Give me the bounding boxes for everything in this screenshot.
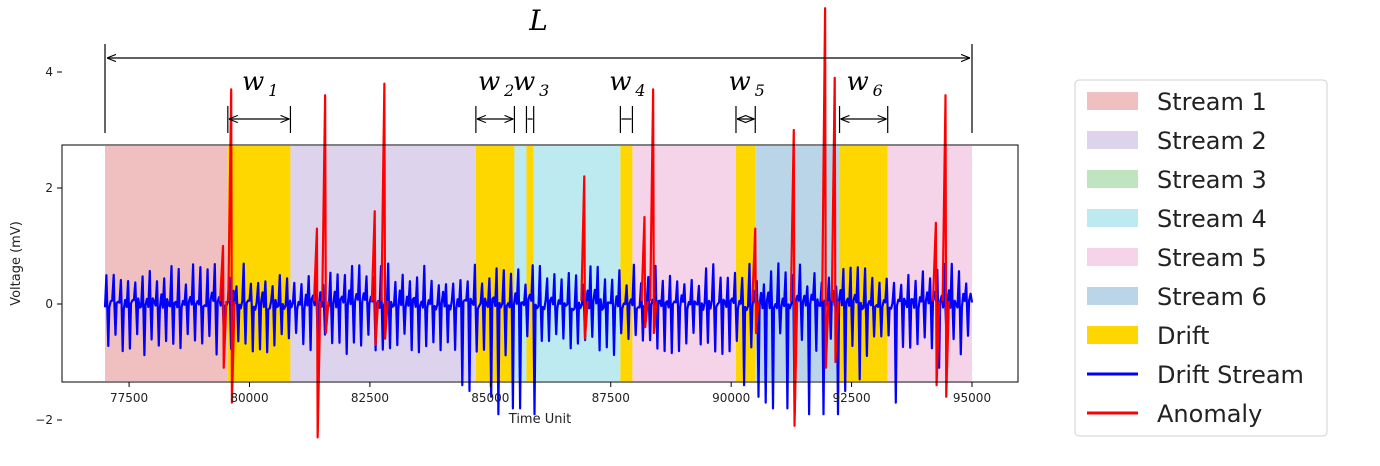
anomaly-spike-12	[830, 76, 840, 364]
region-drift-5	[526, 146, 534, 381]
x-tick-label-5: 90000	[712, 391, 750, 405]
legend-label-stream-3: Stream 3	[1157, 166, 1267, 194]
legend-swatch-stream-6	[1087, 287, 1138, 305]
x-tick-label-2: 82500	[351, 391, 389, 405]
window-label-5: w	[728, 67, 750, 97]
legend-swatch-stream-2	[1087, 131, 1138, 149]
x-axis-label: Time Unit	[508, 412, 571, 427]
region-drift-7	[620, 146, 633, 381]
region-stream-5-8	[632, 146, 736, 381]
x-tick-label-4: 87500	[592, 391, 630, 405]
legend-swatch-stream-1	[1087, 92, 1138, 110]
x-tick-label-0: 77500	[110, 391, 148, 405]
anomaly-spike-8	[649, 88, 658, 335]
y-tick-label-2: 2	[45, 181, 53, 195]
window-subscript-5: 5	[755, 81, 765, 100]
legend-swatch-stream-4	[1087, 209, 1138, 227]
anomaly-series	[219, 7, 950, 439]
anomaly-spike-11	[821, 7, 830, 369]
legend-label-drift: Drift	[1157, 322, 1209, 350]
anomaly-spike-6	[580, 175, 589, 340]
window-subscript-3: 3	[539, 81, 549, 100]
legend-label-stream-6: Stream 6	[1157, 283, 1267, 311]
total-length-label: L	[528, 4, 548, 37]
y-tick-label-1: 0	[45, 297, 53, 311]
anomaly-spike-4	[370, 210, 380, 346]
x-tick-label-6: 92500	[832, 391, 870, 405]
x-tick-label-3: 85000	[471, 391, 509, 405]
anomaly-spike-7	[640, 215, 649, 329]
anomaly-spike-5	[380, 82, 389, 340]
stream-regions	[105, 146, 972, 381]
window-label-6: w	[846, 67, 868, 97]
legend-swatch-drift	[1087, 326, 1138, 344]
window-label-2: w	[478, 67, 500, 97]
x-axis-ticks: 77500 80000 82500 85000 87500 90000 92500 95000	[110, 382, 991, 405]
legend-label-stream-5: Stream 5	[1157, 244, 1267, 272]
legend: Stream 1 Stream 2 Stream 3 Stream 4 Stream 5…	[1074, 79, 1328, 437]
anomaly-spike-13	[931, 221, 941, 387]
legend-swatch-stream-5	[1087, 248, 1138, 266]
anomaly-spike-3	[321, 94, 330, 335]
region-drift-11	[839, 146, 888, 381]
anomaly-spike-1	[227, 88, 236, 404]
y-tick-label-3: 4	[45, 65, 53, 79]
window-label-4: w	[609, 67, 631, 97]
window-label-1: w	[242, 67, 264, 97]
legend-swatch-stream-3	[1087, 170, 1138, 188]
window-subscript-1: 1	[268, 81, 278, 100]
y-axis-ticks: −2 0 2 4	[35, 65, 62, 427]
anomaly-spike-0	[219, 244, 228, 369]
window-label-3: w	[513, 67, 535, 97]
legend-label-stream-1: Stream 1	[1157, 88, 1267, 116]
window-subscript-2: 2	[503, 81, 514, 100]
plot-frame	[61, 144, 1019, 383]
anomaly-spike-10	[789, 128, 799, 427]
region-drift-3	[475, 146, 515, 381]
x-tick-label-1: 80000	[230, 391, 268, 405]
legend-label-stream-2: Stream 2	[1157, 127, 1267, 155]
region-stream-5-12	[887, 146, 972, 381]
window-annotations: Lw 1 w 2w 3 w 4 w 5 w 6	[104, 4, 973, 133]
region-stream-4-4	[514, 146, 527, 381]
anomaly-spike-2	[312, 227, 322, 439]
anomaly-spike-9	[751, 227, 760, 335]
x-tick-label-7: 95000	[953, 391, 991, 405]
legend-box	[1074, 79, 1328, 437]
window-subscript-4: 4	[634, 81, 645, 100]
anomaly-spike-14	[941, 94, 950, 398]
legend-label-drift-stream: Drift Stream	[1157, 361, 1304, 389]
y-axis-label: Voltage (mV)	[9, 221, 24, 306]
legend-label-anomaly: Anomaly	[1157, 400, 1262, 428]
legend-label-stream-4: Stream 4	[1157, 205, 1267, 233]
y-tick-label-0: −2	[35, 413, 53, 427]
window-subscript-6: 6	[873, 81, 883, 100]
